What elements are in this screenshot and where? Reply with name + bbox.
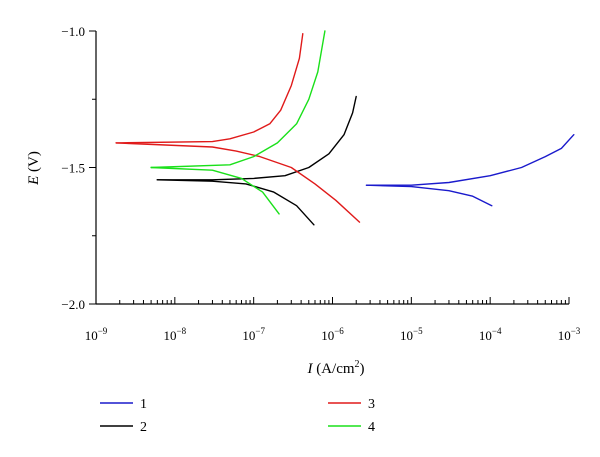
legend-label-2: 2 <box>140 420 147 435</box>
series-3-cathodic-branch <box>115 142 361 223</box>
x-tick-label: 10−6 <box>321 326 344 343</box>
x-axis-title: I (A/cm2) <box>306 359 364 377</box>
x-axis-title-close: ) <box>360 361 365 377</box>
series-2-anodic-branch <box>156 95 357 181</box>
x-axis-title-symbol: I <box>306 361 313 377</box>
y-tick-label: −1.0 <box>61 24 85 39</box>
series-4-anodic-branch <box>150 30 326 169</box>
y-tick-label: −1.5 <box>61 161 85 176</box>
series-4-cathodic-branch <box>150 166 280 215</box>
legend-label-1: 1 <box>140 397 147 412</box>
series-3-anodic-branch <box>115 33 304 144</box>
x-tick-label: 10−4 <box>479 326 502 343</box>
x-axis-title-exponent: 2 <box>355 359 360 370</box>
x-tick-label: 10−5 <box>400 326 423 343</box>
plot-area: −1.0−1.5−2.0 10−9 10−8 10−7 10−6 10−5 10−4 10−… <box>61 24 580 343</box>
y-axis-ticks: −1.0 −1.5 −2.0 <box>61 24 96 312</box>
y-axis-title: E (V) <box>26 151 42 186</box>
legend-label-4: 4 <box>368 420 375 435</box>
x-tick-label: 10−7 <box>242 326 265 343</box>
legend-label-3: 3 <box>368 397 375 412</box>
y-axis-title-symbol: E <box>26 176 42 186</box>
series-2-cathodic-branch <box>156 179 315 226</box>
y-tick-label: −2.0 <box>61 297 85 312</box>
legend: 1 2 3 4 <box>100 397 375 435</box>
x-tick-label: 10−3 <box>558 326 581 343</box>
x-tick-label: 10−8 <box>164 326 187 343</box>
x-axis-ticks: 10−9 10−8 10−7 10−6 10−5 10−4 10−3 <box>85 297 581 343</box>
polarization-curves <box>115 30 575 226</box>
x-tick-label: 10−9 <box>85 326 108 343</box>
x-axis-title-unit: (A/cm <box>312 361 354 377</box>
series-1-cathodic-branch <box>365 184 493 207</box>
series-1-anodic-branch <box>365 134 575 186</box>
y-axis-title-unit: (V) <box>26 151 42 176</box>
